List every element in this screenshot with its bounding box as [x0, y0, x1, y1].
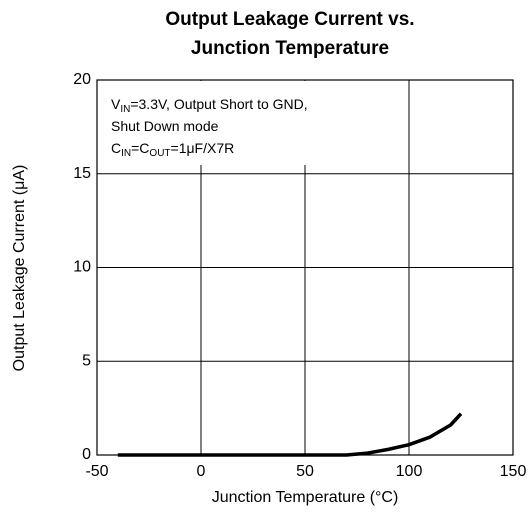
- x-tick-label: 150: [500, 463, 527, 480]
- x-tick-label: 50: [296, 463, 314, 480]
- annotation-text: =3.3V, Output Short to GND,: [130, 96, 307, 112]
- annotation-text: =1μF/X7R: [171, 140, 235, 156]
- subscript: IN: [121, 148, 131, 159]
- chart-title: Output Leakage Current vs.: [165, 9, 414, 30]
- subscript: OUT: [149, 148, 170, 159]
- annotation-text: Shut Down mode: [111, 118, 219, 134]
- y-tick-label: 0: [82, 446, 91, 463]
- x-axis-label: Junction Temperature (°C): [212, 489, 399, 506]
- subscript: IN: [120, 104, 130, 115]
- annotation: VIN=3.3V, Output Short to GND,: [111, 96, 308, 115]
- y-tick-label: 15: [73, 165, 91, 182]
- x-tick-label: 0: [197, 463, 206, 480]
- y-axis-label: Output Leakage Current (μA): [11, 165, 28, 372]
- annotation-box: [98, 81, 328, 165]
- annotation: Shut Down mode: [111, 118, 219, 134]
- y-tick-label: 5: [82, 352, 91, 369]
- annotation: CIN=COUT=1μF/X7R: [111, 140, 234, 159]
- annotation-text: C: [111, 140, 121, 156]
- annotation-text: =C: [131, 140, 149, 156]
- y-tick-label: 10: [73, 259, 91, 276]
- y-tick-label: 20: [73, 71, 91, 88]
- annotation-text: V: [111, 96, 121, 112]
- x-tick-label: -50: [85, 463, 108, 480]
- chart-title: Junction Temperature: [191, 38, 389, 59]
- x-tick-label: 100: [396, 463, 423, 480]
- line: [117, 412, 463, 457]
